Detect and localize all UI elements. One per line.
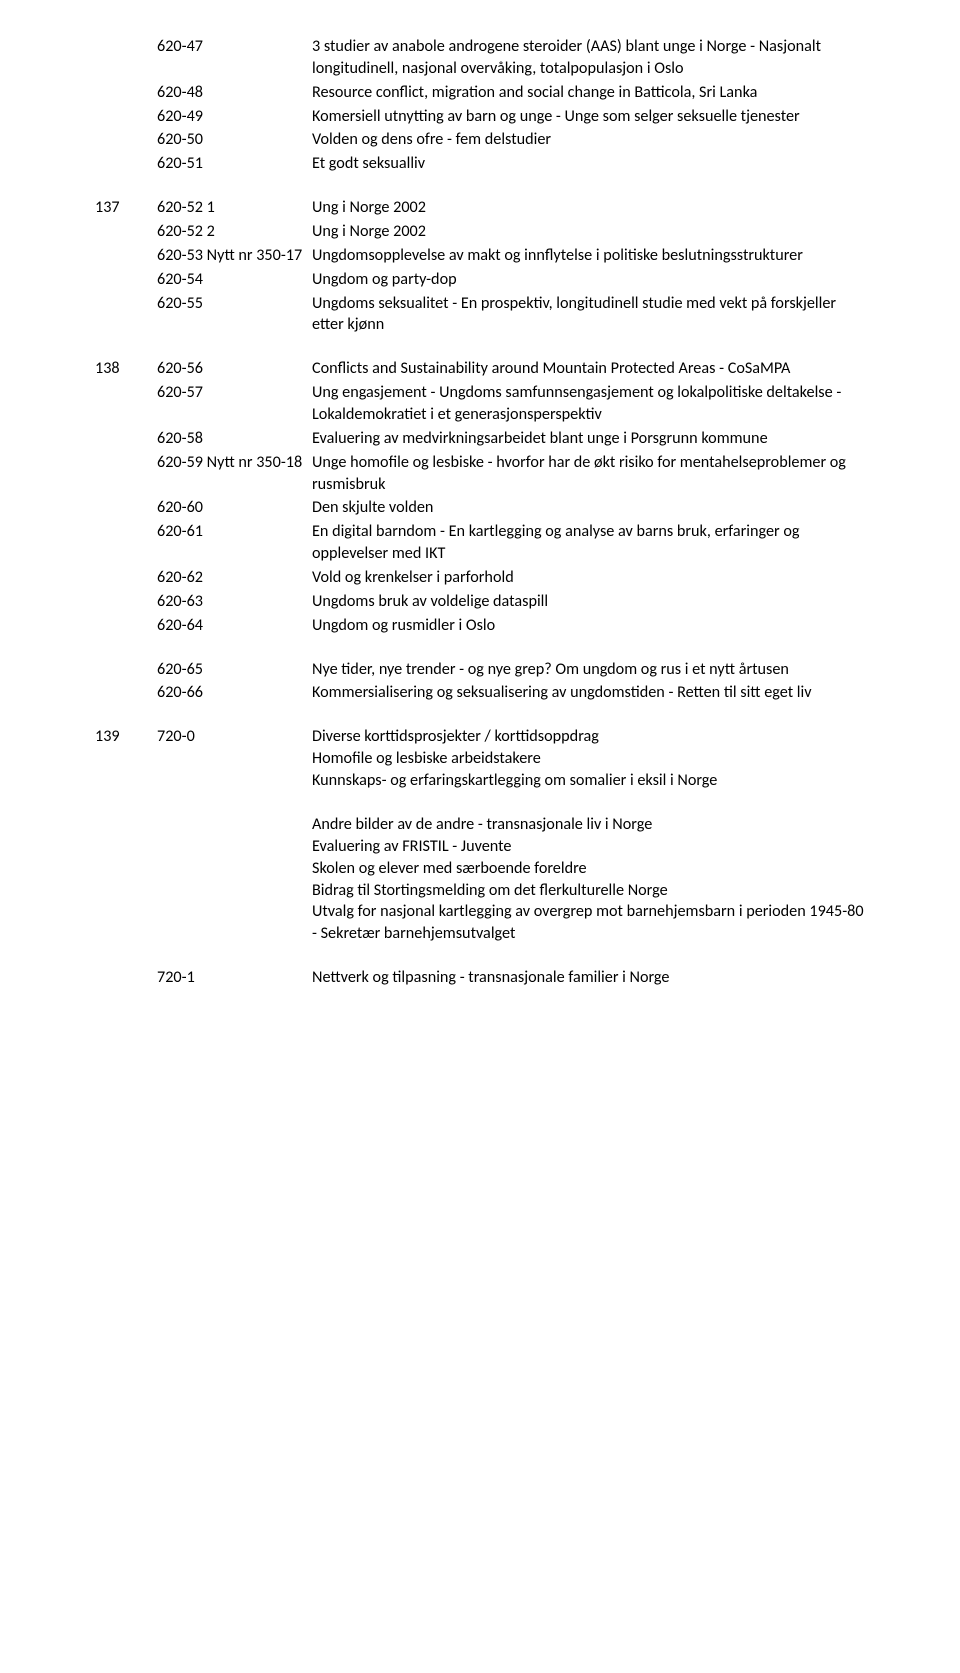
row-text: Ung i Norge 2002: [312, 197, 865, 219]
row-text: 3 studier av anabole androgene steroider…: [312, 36, 865, 80]
table-row: 620-49Komersiell utnytting av barn og un…: [95, 106, 865, 128]
row-code: 720-0: [157, 726, 312, 748]
row-code: 620-49: [157, 106, 312, 128]
row-text: Andre bilder av de andre - transnasjonal…: [312, 814, 865, 945]
row-code: 620-59 Nytt nr 350-18: [157, 452, 312, 474]
row-text: Volden og dens ofre - fem delstudier: [312, 129, 865, 151]
row-code: 620-55: [157, 293, 312, 315]
row-text: Ungdom og party-dop: [312, 269, 865, 291]
row-text: Nye tider, nye trender - og nye grep? Om…: [312, 659, 865, 681]
table-row: 720-1Nettverk og tilpasning - transnasjo…: [95, 967, 865, 989]
table-row: 620-62Vold og krenkelser i parforhold: [95, 567, 865, 589]
row-text: Resource conflict, migration and social …: [312, 82, 865, 104]
table-row: Andre bilder av de andre - transnasjonal…: [95, 814, 865, 945]
row-code: 620-64: [157, 615, 312, 637]
row-code: 620-61: [157, 521, 312, 543]
row-text: Kommersialisering og seksualisering av u…: [312, 682, 865, 704]
row-text: En digital barndom - En kartlegging og a…: [312, 521, 865, 565]
table-row: 620-57Ung engasjement - Ungdoms samfunns…: [95, 382, 865, 426]
group-spacer: [95, 177, 865, 197]
table-row: 620-51Et godt seksualliv: [95, 153, 865, 175]
row-marker: 138: [95, 358, 157, 380]
row-marker: 139: [95, 726, 157, 748]
row-code: 620-60: [157, 497, 312, 519]
row-marker: 137: [95, 197, 157, 219]
table-row: 620-63Ungdoms bruk av voldelige dataspil…: [95, 591, 865, 613]
table-row: 620-53 Nytt nr 350-17Ungdomsopplevelse a…: [95, 245, 865, 267]
table-row: 620-48Resource conflict, migration and s…: [95, 82, 865, 104]
row-code: 620-63: [157, 591, 312, 613]
table-row: 620-66Kommersialisering og seksualiserin…: [95, 682, 865, 704]
table-row: 620-55Ungdoms seksualitet - En prospekti…: [95, 293, 865, 337]
row-code: 620-52 1: [157, 197, 312, 219]
row-text: Ung i Norge 2002: [312, 221, 865, 243]
row-code: 620-50: [157, 129, 312, 151]
row-text: Conflicts and Sustainability around Moun…: [312, 358, 865, 380]
row-code: 620-52 2: [157, 221, 312, 243]
document-page: 620-473 studier av anabole androgene ste…: [0, 0, 960, 1027]
row-text: Komersiell utnytting av barn og unge - U…: [312, 106, 865, 128]
table-row: 620-54Ungdom og party-dop: [95, 269, 865, 291]
table-row: 620-64Ungdom og rusmidler i Oslo: [95, 615, 865, 637]
row-text: Ung engasjement - Ungdoms samfunnsengasj…: [312, 382, 865, 426]
row-code: 620-56: [157, 358, 312, 380]
group-spacer: [95, 639, 865, 659]
row-text: Vold og krenkelser i parforhold: [312, 567, 865, 589]
table-row: 620-60Den skjulte volden: [95, 497, 865, 519]
row-code: 620-47: [157, 36, 312, 58]
row-code: 620-66: [157, 682, 312, 704]
group-spacer: [95, 794, 865, 814]
table-row: 138620-56Conflicts and Sustainability ar…: [95, 358, 865, 380]
row-text: Ungdomsopplevelse av makt og innflytelse…: [312, 245, 865, 267]
table-row: 620-59 Nytt nr 350-18Unge homofile og le…: [95, 452, 865, 496]
row-code: 620-58: [157, 428, 312, 450]
table-row: 620-473 studier av anabole androgene ste…: [95, 36, 865, 80]
row-code: 620-54: [157, 269, 312, 291]
table-row: 620-61En digital barndom - En kartleggin…: [95, 521, 865, 565]
row-text: Den skjulte volden: [312, 497, 865, 519]
row-code: 620-53 Nytt nr 350-17: [157, 245, 312, 267]
table-row: 620-52 2Ung i Norge 2002: [95, 221, 865, 243]
row-text: Diverse korttidsprosjekter / korttidsopp…: [312, 726, 865, 792]
row-text: Evaluering av medvirkningsarbeidet blant…: [312, 428, 865, 450]
row-text: Ungdoms bruk av voldelige dataspill: [312, 591, 865, 613]
row-code: 620-48: [157, 82, 312, 104]
table-row: 620-65Nye tider, nye trender - og nye gr…: [95, 659, 865, 681]
table-row: 620-50Volden og dens ofre - fem delstudi…: [95, 129, 865, 151]
row-text: Et godt seksualliv: [312, 153, 865, 175]
row-code: 620-51: [157, 153, 312, 175]
row-text: Unge homofile og lesbiske - hvorfor har …: [312, 452, 865, 496]
row-code: 620-62: [157, 567, 312, 589]
group-spacer: [95, 706, 865, 726]
table-row: 620-58Evaluering av medvirkningsarbeidet…: [95, 428, 865, 450]
group-spacer: [95, 338, 865, 358]
row-code: 620-57: [157, 382, 312, 404]
table-row: 139720-0Diverse korttidsprosjekter / kor…: [95, 726, 865, 792]
row-code: 620-65: [157, 659, 312, 681]
row-text: Ungdoms seksualitet - En prospektiv, lon…: [312, 293, 865, 337]
row-text: Nettverk og tilpasning - transnasjonale …: [312, 967, 865, 989]
group-spacer: [95, 947, 865, 967]
row-code: 720-1: [157, 967, 312, 989]
row-text: Ungdom og rusmidler i Oslo: [312, 615, 865, 637]
table-row: 137620-52 1Ung i Norge 2002: [95, 197, 865, 219]
